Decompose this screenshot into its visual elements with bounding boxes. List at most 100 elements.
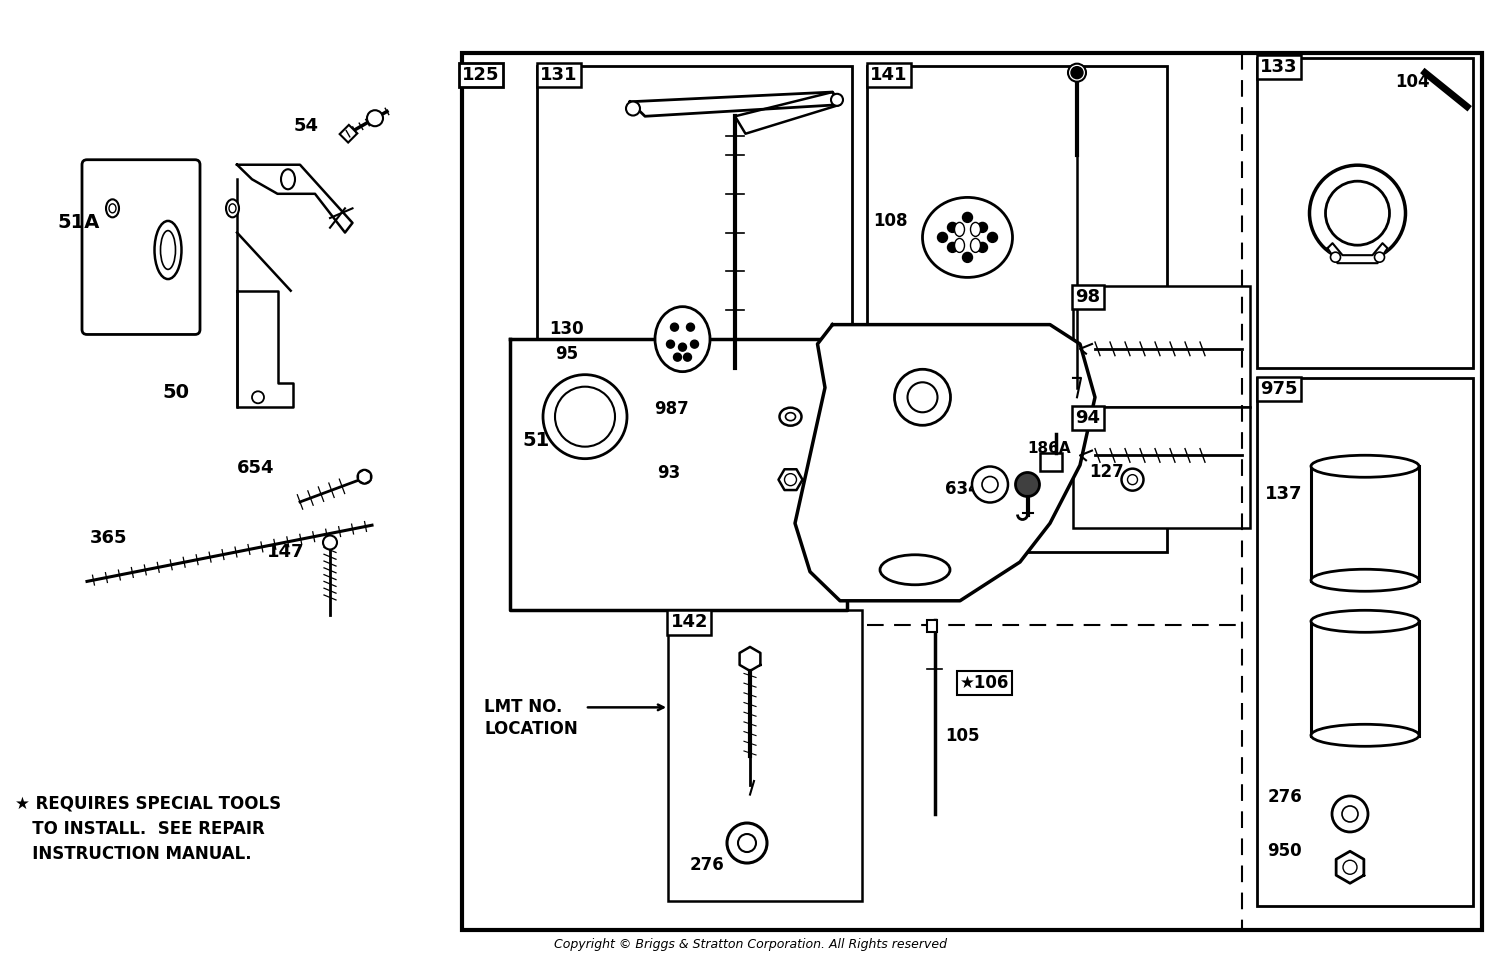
Circle shape: [543, 375, 627, 458]
Circle shape: [687, 323, 694, 331]
Ellipse shape: [1311, 569, 1419, 591]
Circle shape: [1326, 181, 1389, 245]
Ellipse shape: [160, 231, 176, 269]
Circle shape: [1330, 252, 1341, 263]
Ellipse shape: [954, 238, 964, 252]
Circle shape: [357, 470, 372, 484]
Text: 950: 950: [1268, 842, 1302, 860]
Text: 147: 147: [267, 544, 305, 561]
Ellipse shape: [106, 200, 118, 217]
Text: 108: 108: [873, 212, 907, 230]
Ellipse shape: [780, 408, 801, 425]
Ellipse shape: [230, 203, 236, 213]
Ellipse shape: [970, 223, 981, 236]
Circle shape: [1016, 473, 1040, 496]
Bar: [1072, 407, 1250, 528]
Text: Copyright © Briggs & Stratton Corporation. All Rights reserved: Copyright © Briggs & Stratton Corporatio…: [554, 938, 946, 952]
Polygon shape: [778, 469, 802, 490]
FancyBboxPatch shape: [82, 160, 200, 334]
Polygon shape: [1328, 243, 1388, 264]
Text: 276: 276: [1268, 788, 1302, 805]
Text: 137: 137: [1264, 485, 1302, 503]
Polygon shape: [1336, 851, 1364, 884]
Text: 54: 54: [294, 117, 320, 135]
Text: 634: 634: [945, 481, 980, 498]
Polygon shape: [237, 165, 352, 233]
Text: 93: 93: [657, 464, 680, 482]
Bar: [1040, 453, 1062, 472]
Ellipse shape: [1068, 64, 1086, 81]
Circle shape: [368, 110, 382, 126]
Text: 276: 276: [690, 857, 724, 874]
Text: 105: 105: [945, 728, 980, 745]
Polygon shape: [735, 92, 840, 134]
Ellipse shape: [154, 221, 182, 279]
Text: 95: 95: [555, 345, 578, 362]
Circle shape: [666, 340, 675, 348]
Bar: [339, 125, 357, 142]
Text: 131: 131: [540, 66, 578, 84]
Text: 654: 654: [237, 459, 274, 477]
Text: 133: 133: [1260, 58, 1298, 77]
Text: 104: 104: [1395, 74, 1429, 91]
Text: 51: 51: [522, 431, 549, 451]
Text: 51A: 51A: [57, 213, 99, 233]
Ellipse shape: [922, 198, 1013, 277]
Ellipse shape: [1311, 455, 1419, 478]
Text: 98: 98: [1076, 288, 1101, 306]
Text: 186A: 186A: [1028, 441, 1071, 456]
Text: 130: 130: [549, 321, 584, 338]
Ellipse shape: [786, 413, 795, 421]
Circle shape: [987, 233, 998, 242]
Bar: [927, 620, 938, 632]
Ellipse shape: [954, 223, 964, 236]
Ellipse shape: [1311, 610, 1419, 633]
Text: 141: 141: [870, 66, 907, 84]
Circle shape: [978, 223, 987, 233]
Text: 50: 50: [162, 383, 189, 402]
Circle shape: [963, 252, 972, 263]
Bar: [1311, 466, 1419, 581]
Circle shape: [728, 823, 766, 863]
Bar: [668, 610, 862, 901]
Circle shape: [1342, 860, 1358, 874]
Text: ★106: ★106: [960, 674, 1010, 692]
Circle shape: [894, 369, 951, 425]
Bar: [462, 53, 1482, 930]
Bar: [1072, 286, 1250, 407]
Circle shape: [626, 102, 640, 115]
Circle shape: [978, 242, 987, 252]
Ellipse shape: [970, 238, 981, 252]
Bar: [1257, 58, 1473, 368]
Text: 975: 975: [1260, 380, 1298, 398]
Circle shape: [1374, 252, 1384, 263]
Circle shape: [684, 353, 692, 361]
Bar: [867, 66, 1167, 552]
Circle shape: [972, 466, 1008, 503]
Bar: [1257, 378, 1473, 906]
Circle shape: [982, 477, 998, 492]
Text: LMT NO.
LOCATION: LMT NO. LOCATION: [484, 698, 579, 737]
Text: 365: 365: [90, 529, 128, 547]
Polygon shape: [510, 339, 848, 610]
Text: BRIGGS
STRATTON: BRIGGS STRATTON: [752, 414, 1048, 516]
Text: 125: 125: [462, 66, 500, 84]
Circle shape: [690, 340, 699, 348]
Ellipse shape: [880, 555, 950, 584]
Circle shape: [908, 383, 938, 412]
Circle shape: [1122, 469, 1143, 490]
Text: 127: 127: [1089, 463, 1124, 481]
Ellipse shape: [1311, 724, 1419, 746]
Circle shape: [322, 536, 338, 549]
Circle shape: [252, 391, 264, 403]
Ellipse shape: [226, 200, 238, 217]
Circle shape: [963, 212, 972, 223]
Ellipse shape: [656, 306, 710, 372]
Circle shape: [555, 387, 615, 447]
Text: 987: 987: [654, 400, 688, 418]
Polygon shape: [795, 325, 1095, 601]
Circle shape: [948, 242, 957, 252]
Polygon shape: [237, 291, 292, 407]
Text: 94: 94: [1076, 409, 1101, 427]
Circle shape: [738, 834, 756, 852]
